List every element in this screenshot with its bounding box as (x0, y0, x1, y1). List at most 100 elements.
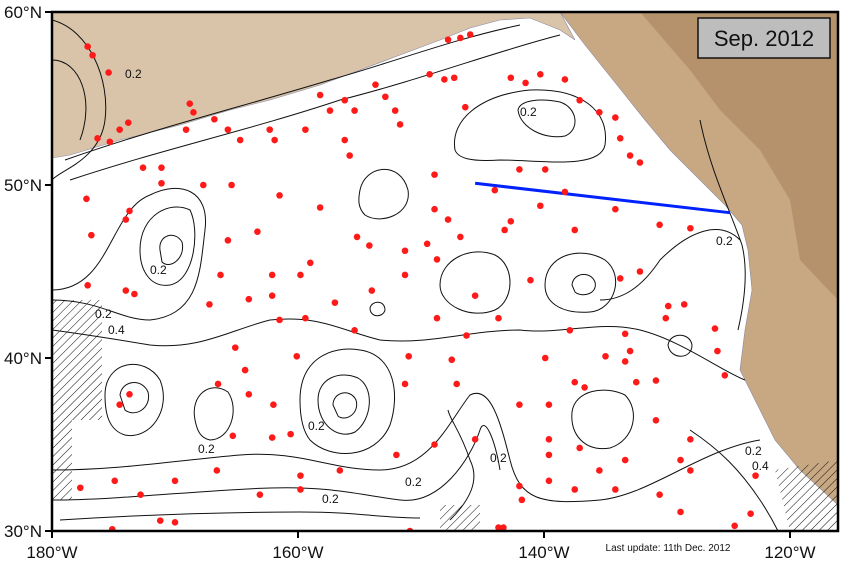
float-dot (231, 344, 239, 351)
float-dot (441, 76, 448, 83)
float-dot (297, 472, 304, 479)
float-dot (331, 299, 339, 306)
float-dot (126, 207, 133, 215)
float-dot (214, 380, 222, 388)
float-dot (245, 295, 253, 303)
float-dot (596, 467, 603, 474)
float-dot (527, 276, 534, 284)
float-dot (182, 126, 190, 133)
float-dot (228, 181, 235, 189)
float-dot (171, 519, 179, 526)
x-tick-label: 180°W (26, 543, 77, 562)
float-dot (158, 179, 165, 187)
float-dot (190, 109, 197, 116)
float-dot (501, 226, 508, 234)
float-dot (680, 301, 688, 308)
float-dot (106, 138, 114, 146)
float-dot (84, 43, 91, 50)
float-dot (621, 456, 629, 464)
float-dot (391, 107, 399, 114)
float-dot (687, 224, 694, 232)
float-dot (466, 31, 474, 38)
float-dot (401, 380, 409, 388)
float-dot (122, 287, 130, 294)
float-dot (156, 517, 164, 524)
hatched-region-south (440, 505, 480, 531)
float-dot (302, 314, 309, 322)
x-tick-label: 140°W (518, 543, 569, 562)
float-dot (596, 109, 603, 116)
float-dot (621, 358, 629, 365)
float-dot (137, 491, 144, 498)
float-dot (307, 259, 314, 267)
float-dot (302, 126, 309, 133)
float-dot (433, 314, 441, 322)
float-dot (236, 136, 244, 144)
float-dot (254, 228, 261, 236)
float-dot (471, 292, 479, 300)
float-dot (652, 416, 660, 424)
float-dot (636, 159, 644, 166)
title-box: Sep. 2012 (697, 17, 831, 59)
float-dot (522, 79, 529, 87)
float-dot (516, 166, 523, 173)
float-dot (84, 282, 91, 289)
float-dot (213, 467, 221, 474)
float-dot (131, 290, 138, 298)
float-dot (747, 510, 754, 517)
hatched-region-southwest (52, 420, 72, 500)
contour-label: 0.2 (198, 442, 215, 456)
float-dot (89, 51, 96, 59)
float-dot (656, 221, 663, 229)
contour-label: 0.2 (405, 475, 422, 489)
contour-label: 0.2 (745, 444, 762, 458)
float-dot (366, 242, 373, 249)
float-dot (571, 486, 579, 493)
float-dot (431, 205, 438, 213)
contour-label: 0.2 (308, 419, 325, 433)
float-dot (126, 391, 133, 398)
land-relief (640, 12, 838, 300)
float-dot (431, 171, 438, 178)
float-dot (423, 240, 431, 248)
float-dot (652, 377, 660, 384)
float-dot (711, 325, 719, 332)
float-dot (229, 432, 237, 440)
contour-label: 0.2 (716, 234, 733, 248)
float-dot (752, 472, 759, 479)
float-dot (297, 486, 304, 493)
float-dot (287, 430, 294, 438)
float-dot (566, 327, 574, 334)
x-tick-label: 120°W (764, 543, 815, 562)
float-dot (396, 121, 404, 128)
float-dot (714, 347, 721, 355)
float-dot (545, 401, 553, 409)
float-dot (88, 231, 95, 239)
float-dot (224, 126, 232, 133)
float-dot (211, 115, 218, 123)
float-dot (270, 401, 277, 409)
float-dot (541, 166, 549, 173)
contours (52, 19, 779, 531)
float-dot (495, 524, 502, 531)
float-dot (471, 436, 479, 443)
float-dot (83, 195, 90, 203)
float-dot (393, 451, 400, 459)
float-dot (677, 508, 684, 516)
hatched-region-southeast (775, 460, 838, 531)
float-dot (224, 237, 232, 244)
contour-label: 0.2 (150, 263, 167, 277)
float-dot (616, 134, 624, 142)
hatched-region-west (52, 300, 102, 420)
float-dot (401, 271, 409, 279)
float-dot (266, 126, 274, 133)
float-dot (316, 91, 324, 99)
float-dot (507, 218, 515, 225)
float-dot (537, 202, 544, 210)
float-dot (450, 74, 458, 82)
float-dot (516, 401, 523, 409)
float-dot (199, 181, 207, 189)
float-dot (518, 496, 526, 504)
float-dot (444, 216, 452, 223)
float-dot (158, 164, 165, 171)
